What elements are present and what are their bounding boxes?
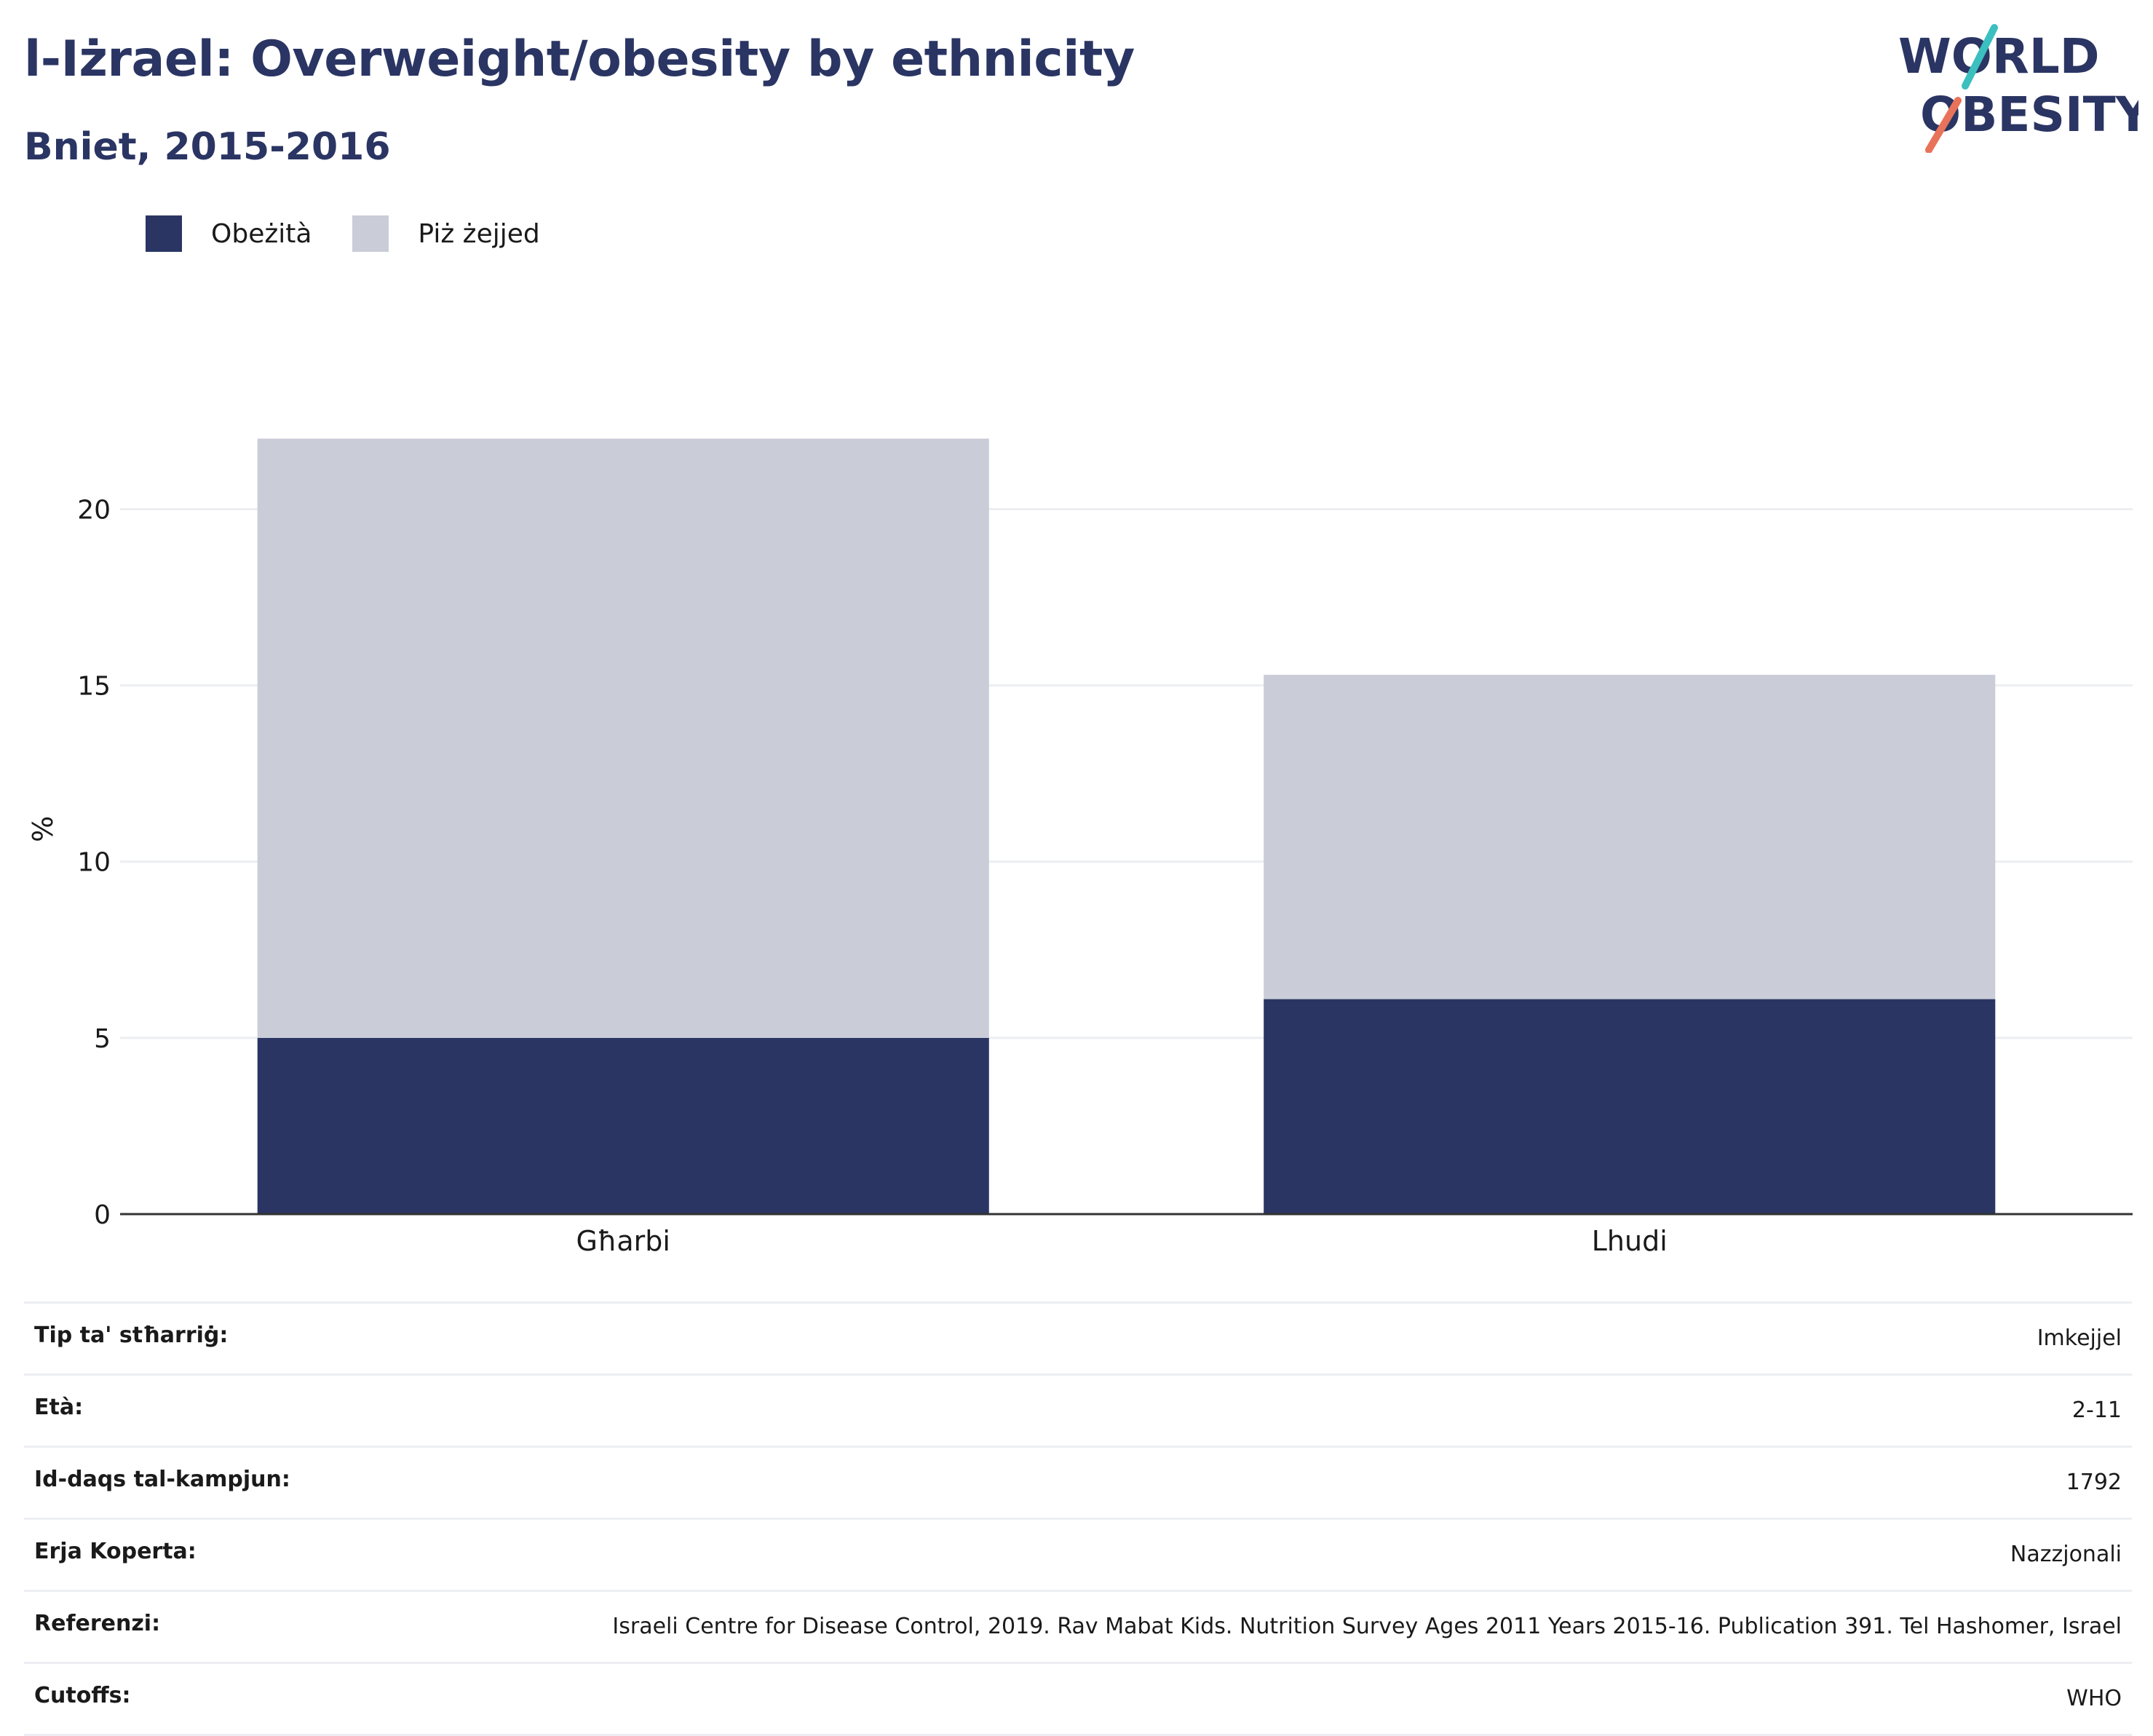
info-value: Nazzjonali — [2010, 1542, 2122, 1567]
y-tick-label: 10 — [77, 848, 111, 878]
y-tick-label: 5 — [94, 1024, 111, 1054]
logo-line1: WORLD — [1898, 28, 2100, 84]
info-label: Età: — [34, 1395, 84, 1420]
info-value: 1792 — [2066, 1470, 2122, 1495]
info-row: Cutoffs: WHO — [24, 1662, 2132, 1736]
info-label: Cutoffs: — [34, 1683, 131, 1708]
world-obesity-logo: WORLD OBESITY — [1898, 24, 2138, 153]
info-value: WHO — [2066, 1686, 2122, 1711]
bar-segment-obesity[interactable] — [1264, 999, 1996, 1214]
chart-title: l-Iżrael: Overweight/obesity by ethnicit… — [24, 31, 1135, 88]
y-axis-ticks: 0 5 10 15 20 — [77, 495, 111, 1230]
chart-subtitle: Bniet, 2015-2016 — [24, 125, 391, 169]
y-tick-label: 15 — [77, 672, 111, 702]
info-value: Israeli Centre for Disease Control, 2019… — [612, 1614, 2122, 1639]
info-value: Imkejjel — [2037, 1325, 2122, 1351]
info-row: Età: 2-11 — [24, 1374, 2132, 1446]
x-tick-label: Lhudi — [1592, 1225, 1668, 1257]
stacked-bar-chart: 0 5 10 15 20 Għarbi Lhudi % — [27, 438, 2133, 1257]
y-tick-label: 0 — [94, 1200, 111, 1230]
info-label: Referenzi: — [34, 1611, 161, 1636]
info-row: Tip ta' stħarriġ: Imkejjel — [24, 1301, 2132, 1374]
info-row: Erja Koperta: Nazzjonali — [24, 1518, 2132, 1590]
legend-swatch-overweight — [352, 215, 389, 252]
y-axis-label: % — [27, 816, 59, 842]
survey-info-table: Tip ta' stħarriġ: Imkejjel Età: 2-11 Id-daqs… — [24, 1301, 2132, 1736]
info-row: Id-daqs tal-kampjun: 1792 — [24, 1446, 2132, 1518]
bar-segment-overweight[interactable] — [257, 438, 989, 1038]
y-tick-label: 20 — [77, 495, 111, 525]
info-label: Tip ta' stħarriġ: — [34, 1323, 229, 1348]
bars — [257, 438, 1996, 1214]
info-label: Erja Koperta: — [34, 1539, 197, 1564]
info-row: Referenzi: Israeli Centre for Disease Con… — [24, 1590, 2132, 1662]
legend-label-overweight: Piż żejjed — [418, 218, 540, 249]
x-axis-ticks: Għarbi Lhudi — [576, 1225, 1668, 1257]
chart-legend: Obeżità Piż żejjed — [146, 215, 581, 252]
x-tick-label: Għarbi — [576, 1225, 670, 1257]
bar-segment-overweight[interactable] — [1264, 675, 1996, 999]
legend-item-overweight[interactable]: Piż żejjed — [352, 215, 540, 252]
logo-line2: OBESITY — [1920, 87, 2138, 143]
legend-item-obesity[interactable]: Obeżità — [146, 215, 312, 252]
bar-segment-obesity[interactable] — [257, 1037, 989, 1214]
legend-swatch-obesity — [146, 215, 182, 252]
legend-label-obesity: Obeżità — [211, 218, 312, 249]
info-value: 2-11 — [2071, 1398, 2122, 1423]
info-label: Id-daqs tal-kampjun: — [34, 1467, 290, 1492]
